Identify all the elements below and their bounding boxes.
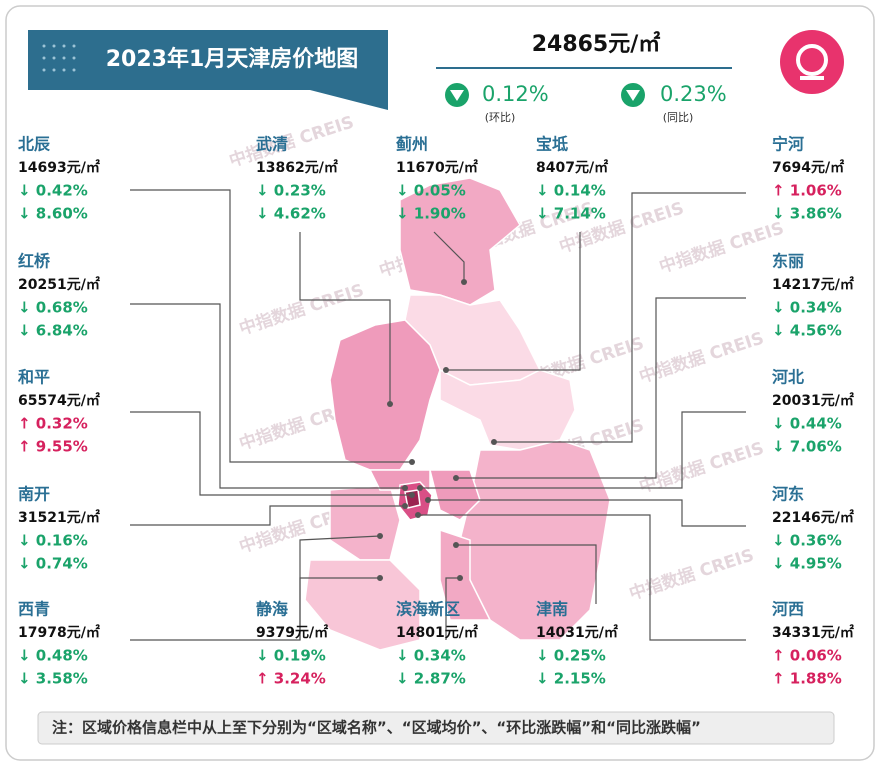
district-name: 北辰 <box>18 135 50 154</box>
district-mom: ↓ 0.23% <box>256 182 326 200</box>
district-price: 65574元/㎡ <box>18 392 100 409</box>
mom-label: (环比) <box>485 111 516 124</box>
district-name: 津南 <box>536 600 568 619</box>
district-price: 20251元/㎡ <box>18 276 100 293</box>
district-price: 14217元/㎡ <box>772 276 854 293</box>
district-price: 34331元/㎡ <box>772 624 854 641</box>
district-labels: 北辰 14693元/㎡ ↓ 0.42% ↓ 8.60% 红桥 20251元/㎡ ↓ 0.68… <box>18 135 854 688</box>
district-price: 20031元/㎡ <box>772 392 854 409</box>
district-mom: ↑ 1.06% <box>772 182 842 200</box>
district-price: 22146元/㎡ <box>772 509 854 526</box>
overall-price: 24865元/㎡ <box>532 31 661 57</box>
district-mom: ↑ 0.06% <box>772 647 842 665</box>
title-banner: 2023年1月天津房价地图 <box>28 30 388 110</box>
note-box <box>37 711 835 745</box>
district-price: 14031元/㎡ <box>536 624 618 641</box>
district-mom: ↓ 0.44% <box>772 415 842 433</box>
district-name: 东丽 <box>772 252 804 271</box>
district-yoy: ↓ 7.14% <box>536 205 606 223</box>
mom-value: 0.12% <box>482 82 549 106</box>
district-mom: ↓ 0.34% <box>396 647 466 665</box>
district-name: 南开 <box>18 485 50 504</box>
district-yoy: ↓ 0.74% <box>18 555 88 573</box>
district-mom: ↓ 0.19% <box>256 647 326 665</box>
district-yoy: ↓ 4.56% <box>772 322 842 340</box>
district-mom: ↓ 0.48% <box>18 647 88 665</box>
note: 注：区域价格信息栏中从上至下分别为“区域名称”、“区域均价”、“环比涨跌幅”和“… <box>52 719 701 737</box>
district-yoy: ↑ 1.88% <box>772 670 842 688</box>
district-yoy: ↓ 6.84% <box>18 322 88 340</box>
district-name: 红桥 <box>18 252 51 271</box>
district-mom: ↓ 0.16% <box>18 532 88 550</box>
district-mom: ↓ 0.42% <box>18 182 88 200</box>
district-name: 西青 <box>18 600 50 619</box>
district-yoy: ↓ 3.58% <box>18 670 88 688</box>
district-name: 宝坻 <box>536 135 568 154</box>
district-name: 河北 <box>772 368 804 387</box>
district-name: 和平 <box>18 368 50 387</box>
district-price: 31521元/㎡ <box>18 509 100 526</box>
district-yoy: ↓ 3.86% <box>772 205 842 223</box>
district-yoy: ↓ 2.15% <box>536 670 606 688</box>
district-price: 14693元/㎡ <box>18 159 100 176</box>
district-yoy: ↓ 7.06% <box>772 438 842 456</box>
district-yoy: ↓ 2.87% <box>396 670 466 688</box>
district-name: 河西 <box>772 600 804 619</box>
title: 2023年1月天津房价地图 <box>106 46 359 72</box>
district-name: 蓟州 <box>395 135 428 154</box>
district-name: 静海 <box>256 600 288 619</box>
district-yoy: ↓ 1.90% <box>396 205 466 223</box>
district-price: 17978元/㎡ <box>18 624 100 641</box>
district-price: 14801元/㎡ <box>396 624 478 641</box>
district-yoy: ↑ 9.55% <box>18 438 88 456</box>
yoy-value: 0.23% <box>660 82 727 106</box>
yoy-label: (同比) <box>663 111 694 124</box>
district-yoy: ↑ 3.24% <box>256 670 326 688</box>
district-price: 11670元/㎡ <box>396 159 478 176</box>
district-mom: ↓ 0.14% <box>536 182 606 200</box>
district-mom: ↓ 0.68% <box>18 299 88 317</box>
district-mom: ↓ 0.25% <box>536 647 606 665</box>
logo <box>780 30 844 94</box>
district-name: 宁河 <box>772 135 804 154</box>
district-name: 滨海新区 <box>396 600 460 619</box>
district-mom: ↓ 0.05% <box>396 182 466 200</box>
district-mom: ↑ 0.32% <box>18 415 88 433</box>
leader-lines <box>130 189 746 641</box>
district-mom: ↓ 0.34% <box>772 299 842 317</box>
district-yoy: ↓ 4.62% <box>256 205 326 223</box>
district-price: 8407元/㎡ <box>536 159 608 176</box>
district-price: 7694元/㎡ <box>772 159 844 176</box>
district-name: 河东 <box>772 485 804 504</box>
map <box>304 177 611 651</box>
district-mom: ↓ 0.36% <box>772 532 842 550</box>
district-yoy: ↓ 4.95% <box>772 555 842 573</box>
district-price: 9379元/㎡ <box>256 624 328 641</box>
district-yoy: ↓ 8.60% <box>18 205 88 223</box>
district-price: 13862元/㎡ <box>256 159 338 176</box>
district-name: 武清 <box>256 135 288 154</box>
